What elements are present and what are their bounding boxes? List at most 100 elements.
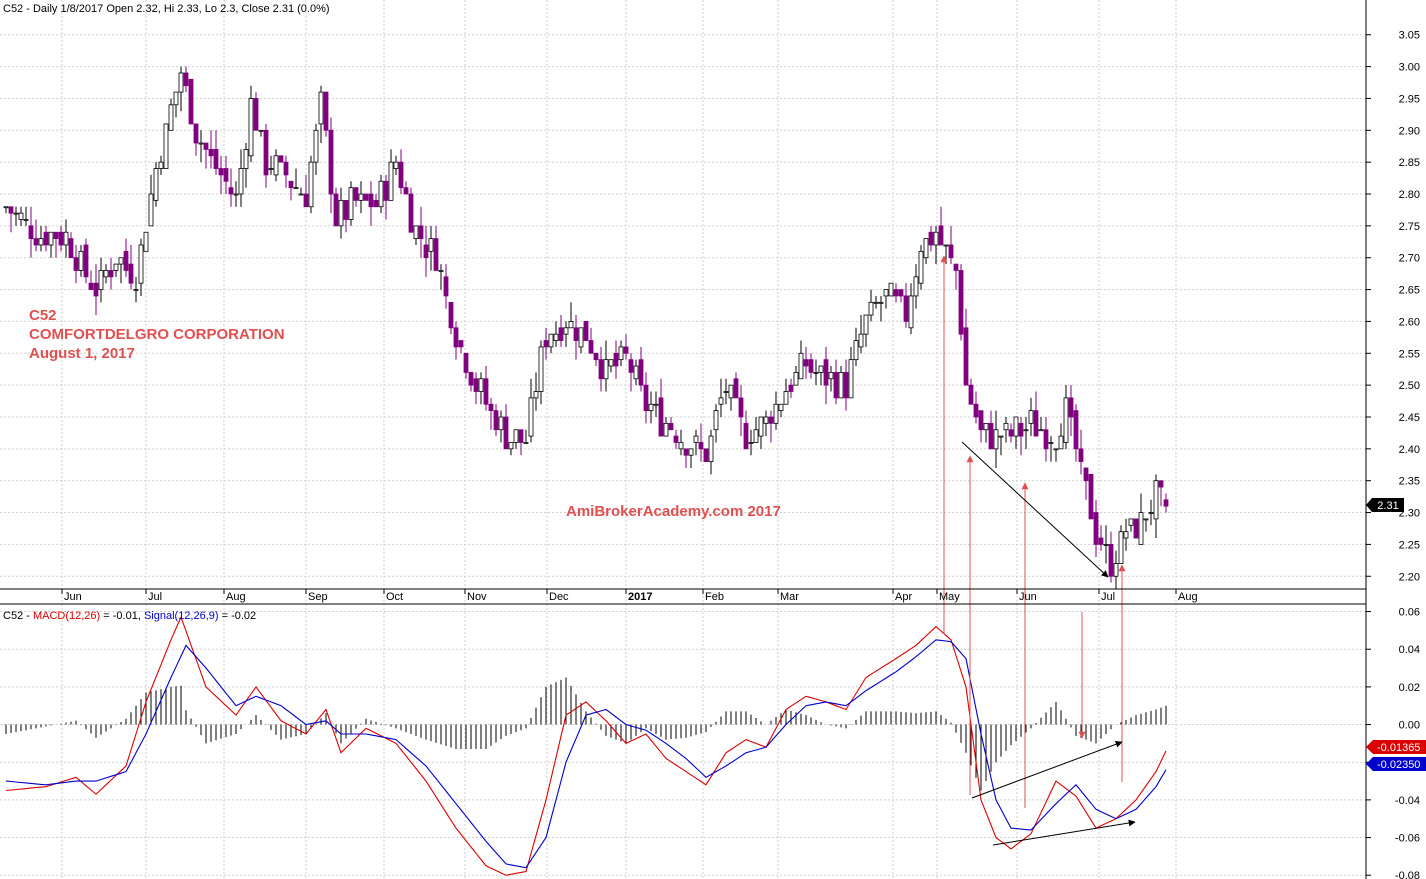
candle-body	[193, 123, 199, 144]
candle-body	[993, 429, 999, 450]
candle-body	[868, 301, 874, 316]
candle-body	[808, 359, 814, 373]
candle-body	[978, 410, 984, 431]
candle-body	[308, 161, 314, 208]
candle-body	[413, 225, 419, 240]
candle-body	[208, 149, 214, 157]
candle-body	[1008, 429, 1014, 437]
candle-body	[293, 187, 299, 190]
price-tick-label: 2.50	[1399, 380, 1420, 392]
candle-body	[923, 238, 929, 259]
candle-body	[813, 371, 819, 374]
candle-body	[703, 448, 709, 462]
candle-body	[593, 352, 599, 361]
candle-body	[1143, 518, 1149, 521]
candle-body	[33, 238, 39, 246]
macd-tick-label: -0.08	[1395, 870, 1420, 879]
price-tick-label: 2.75	[1399, 221, 1420, 233]
candle-body	[483, 378, 489, 405]
last-close-value: 2.31	[1377, 500, 1398, 512]
candle-body	[508, 442, 514, 450]
candle-body	[623, 346, 629, 354]
candle-body	[418, 225, 424, 240]
candle-body	[823, 359, 829, 386]
candle-body	[383, 180, 389, 201]
candle-body	[153, 168, 159, 201]
candle-body	[313, 129, 319, 163]
black-trend-arrow	[992, 819, 1136, 846]
candle-body	[448, 301, 454, 329]
annotation-date: August 1, 2017	[29, 345, 135, 362]
candle-body	[1023, 429, 1029, 432]
candle-body	[138, 244, 144, 284]
candle-body	[1083, 467, 1089, 482]
candle-body	[628, 359, 634, 373]
candle-body	[103, 270, 109, 278]
candle-body	[1028, 410, 1034, 424]
candle-body	[333, 193, 339, 227]
price-tick-label: 2.70	[1399, 253, 1420, 265]
candle-body	[133, 289, 139, 291]
candle-body	[928, 231, 934, 246]
candle-body	[763, 416, 769, 424]
price-header: C52 - Daily 1/8/2017 Open 2.32, Hi 2.33,…	[3, 3, 330, 15]
candle-body	[68, 238, 74, 259]
candle-body	[693, 435, 699, 443]
candle-body	[948, 244, 954, 259]
candle-body	[1093, 512, 1099, 545]
candle-body	[223, 168, 229, 182]
candle-body	[78, 250, 84, 271]
candle-body	[1098, 537, 1104, 545]
candle-body	[898, 289, 904, 297]
candle-body	[373, 199, 379, 208]
candle-body	[548, 333, 554, 348]
candle-body	[48, 231, 54, 246]
candle-body	[908, 295, 914, 329]
candle-body	[553, 333, 559, 341]
candle-body	[998, 435, 1004, 438]
candle-body	[718, 397, 724, 405]
candle-body	[788, 384, 794, 392]
candle-body	[738, 397, 744, 418]
candle-body	[1078, 448, 1084, 462]
candle-body	[793, 371, 799, 386]
candle-body	[528, 397, 534, 437]
candle-body	[503, 416, 509, 450]
candle-body	[18, 212, 24, 220]
candle-body	[1133, 518, 1139, 539]
candle-body	[768, 416, 774, 424]
candle-body	[668, 422, 674, 431]
macd-tick-label: 0.06	[1399, 607, 1420, 619]
price-tick-label: 2.80	[1399, 189, 1420, 201]
date-tick-label: Apr	[895, 591, 912, 603]
candle-body	[353, 187, 359, 201]
candle-body	[213, 149, 219, 169]
candle-body	[973, 403, 979, 418]
date-tick-label: 2017	[628, 591, 652, 603]
candle-body	[43, 231, 49, 246]
candle-body	[848, 359, 854, 399]
last-macd-tag: -0.01365	[1366, 740, 1426, 754]
candle-body	[318, 91, 324, 125]
candle-body	[803, 359, 809, 367]
candle-body	[238, 168, 244, 195]
candle-body	[73, 257, 79, 271]
candle-body	[673, 435, 679, 443]
macd-header-prefix: C52 -	[3, 610, 33, 622]
candle-body	[63, 231, 69, 246]
candle-body	[368, 193, 374, 208]
candle-body	[1138, 512, 1144, 545]
candle-body	[378, 180, 384, 208]
candle-body	[1058, 435, 1064, 450]
candle-body	[1013, 416, 1019, 437]
candle-body	[388, 161, 394, 201]
date-tick-label: Aug	[1178, 591, 1198, 603]
candle-body	[608, 359, 614, 367]
candle-body	[338, 199, 344, 227]
candle-body	[358, 193, 364, 201]
candle-body	[363, 193, 369, 201]
candle-body	[393, 161, 399, 169]
candle-body	[943, 244, 949, 247]
candle-body	[1123, 531, 1129, 539]
candle-body	[643, 384, 649, 412]
